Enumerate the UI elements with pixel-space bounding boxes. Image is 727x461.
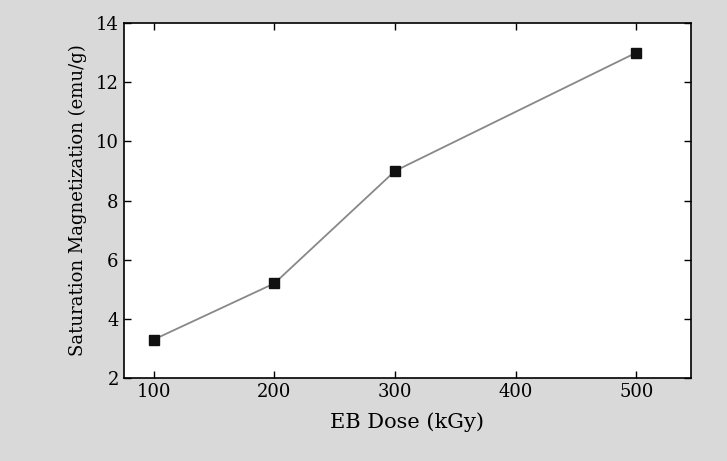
Y-axis label: Saturation Magnetization (emu/g): Saturation Magnetization (emu/g) — [69, 45, 87, 356]
X-axis label: EB Dose (kGy): EB Dose (kGy) — [330, 412, 484, 431]
